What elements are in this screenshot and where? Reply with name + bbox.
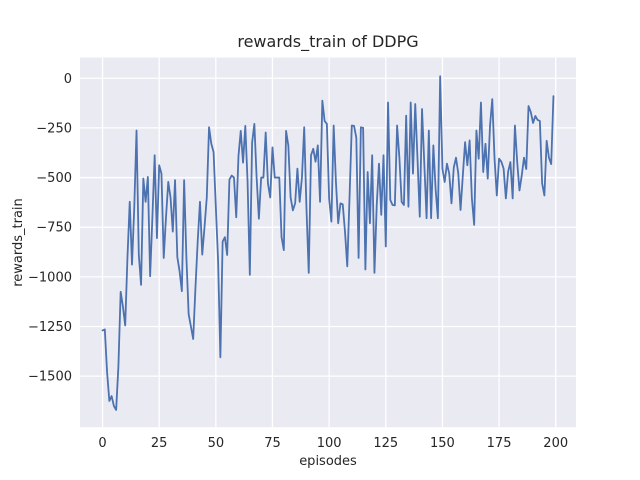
y-tick-label: −500 <box>36 171 72 186</box>
y-tick-label: −750 <box>36 221 72 236</box>
y-tick-label: −1250 <box>28 320 72 335</box>
x-tick-label: 50 <box>208 436 225 451</box>
x-tick-label: 0 <box>98 436 106 451</box>
y-tick-label: 0 <box>64 72 72 87</box>
chart-title: rewards_train of DDPG <box>237 32 418 52</box>
y-gridlines <box>80 77 576 377</box>
x-tick-labels: 0 25 50 75 100 125 150 175 200 <box>98 436 568 451</box>
x-tick-label: 75 <box>264 436 281 451</box>
y-tick-label: −1000 <box>28 270 72 285</box>
x-tick-label: 100 <box>317 436 342 451</box>
x-tick-label: 150 <box>430 436 455 451</box>
x-axis-label: episodes <box>299 454 357 469</box>
y-tick-label: −1500 <box>28 370 72 385</box>
rewards-train-line <box>101 75 555 411</box>
y-axis-label: rewards_train <box>11 198 26 287</box>
y-tick-label: −250 <box>36 121 72 136</box>
y-tick-labels: 0 −250 −500 −750 −1000 −1250 −1500 <box>28 72 72 385</box>
x-tick-label: 125 <box>373 436 398 451</box>
plot-area <box>80 57 576 428</box>
x-tick-label: 200 <box>543 436 568 451</box>
x-tick-label: 25 <box>151 436 168 451</box>
x-tick-label: 175 <box>487 436 512 451</box>
